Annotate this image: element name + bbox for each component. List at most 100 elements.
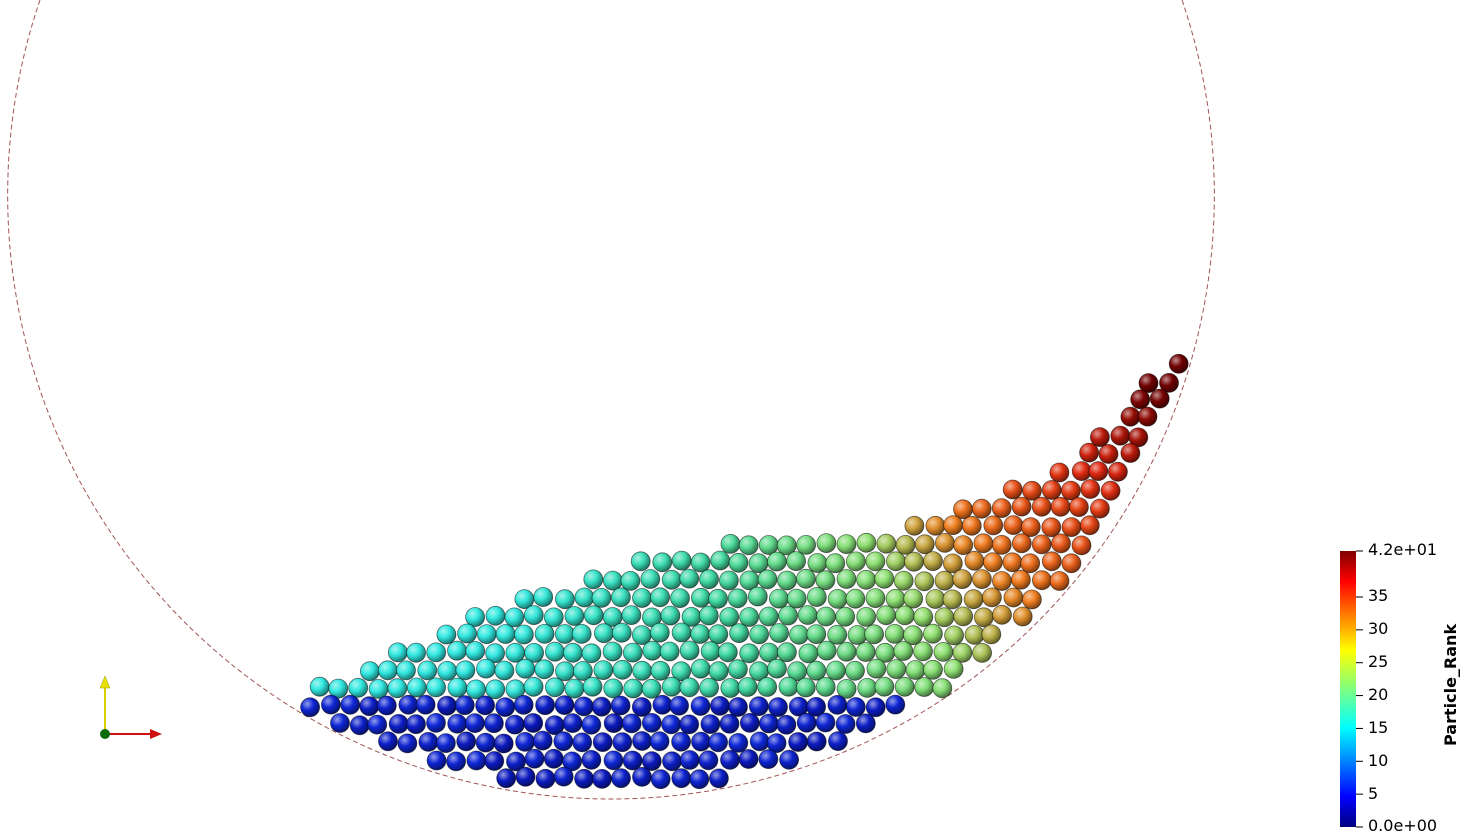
particle — [719, 607, 740, 627]
particle — [465, 641, 486, 661]
particle — [457, 623, 478, 644]
particle — [1002, 552, 1023, 573]
particle — [728, 552, 749, 573]
particle — [971, 498, 992, 519]
particle — [983, 515, 1004, 536]
particle — [739, 713, 760, 733]
particle — [652, 552, 673, 573]
drum-outline — [7, 0, 1215, 800]
particle — [485, 679, 506, 700]
particle — [535, 768, 556, 789]
particle — [720, 678, 741, 698]
particle — [1138, 373, 1159, 394]
particle — [914, 571, 935, 592]
particle — [759, 713, 779, 734]
particle — [632, 588, 652, 608]
particle — [496, 768, 517, 789]
particle — [622, 642, 643, 663]
particle — [972, 643, 992, 663]
particle — [495, 697, 516, 717]
particle — [856, 607, 877, 627]
particle — [691, 731, 711, 752]
particle — [447, 640, 467, 661]
particle — [758, 535, 779, 555]
particle — [768, 697, 788, 717]
particle — [885, 588, 906, 609]
particle — [1100, 480, 1121, 501]
particle — [555, 661, 575, 682]
particle — [554, 624, 575, 644]
particle — [727, 588, 748, 609]
particle — [340, 694, 361, 715]
color-bar[interactable]: 4.2e+01 0.0e+00 35 30 25 20 15 10 5 Part… — [1340, 540, 1460, 835]
particle — [798, 643, 819, 664]
particle — [523, 605, 544, 625]
color-bar-tick-label: 15 — [1368, 718, 1388, 737]
particle — [465, 607, 486, 627]
particle — [1098, 444, 1119, 464]
particle — [747, 586, 768, 607]
color-bar-tick-label: 35 — [1368, 586, 1388, 605]
particle — [631, 697, 652, 717]
particle — [359, 661, 380, 682]
particle — [815, 677, 836, 697]
particle — [836, 641, 857, 662]
particle — [1069, 497, 1089, 518]
particle — [786, 588, 807, 609]
particle — [554, 695, 575, 715]
particle — [534, 624, 555, 644]
particle — [376, 695, 397, 716]
particle — [418, 732, 439, 752]
particle — [934, 570, 955, 591]
particle — [594, 623, 614, 644]
particle — [670, 588, 690, 608]
particle — [652, 694, 673, 715]
particle — [1120, 406, 1141, 427]
orientation-axes — [99, 675, 162, 739]
particle — [806, 624, 827, 644]
particle — [738, 535, 759, 556]
particle — [621, 605, 642, 625]
particle — [485, 643, 506, 664]
particle — [885, 694, 906, 715]
particle — [562, 751, 582, 772]
particle — [816, 606, 836, 627]
particle — [690, 552, 711, 573]
particle — [447, 677, 468, 698]
particle — [728, 659, 748, 680]
particle — [807, 553, 828, 573]
particle — [778, 605, 798, 626]
particle — [513, 695, 534, 715]
particle — [816, 640, 837, 661]
particle — [923, 623, 943, 644]
particle — [564, 606, 585, 626]
particle — [533, 587, 554, 607]
particle — [728, 697, 748, 717]
particle — [769, 623, 789, 643]
particle — [1061, 517, 1082, 537]
particle — [553, 766, 574, 787]
particle — [555, 589, 575, 610]
particle — [739, 643, 760, 664]
particle — [961, 515, 982, 536]
particle — [895, 605, 915, 626]
particle — [836, 534, 857, 554]
particle — [388, 714, 409, 734]
particle — [776, 535, 797, 556]
particle — [592, 732, 613, 752]
particle — [447, 713, 468, 734]
particle — [406, 642, 427, 663]
particle — [495, 624, 516, 644]
particle — [698, 605, 719, 626]
particle — [649, 731, 670, 752]
particle — [367, 714, 388, 735]
particle — [835, 714, 856, 734]
particle — [484, 751, 505, 771]
particle — [387, 642, 408, 663]
particle — [300, 697, 321, 718]
particle — [1050, 496, 1071, 517]
particle — [769, 588, 789, 609]
particle — [330, 713, 350, 733]
particle — [1090, 427, 1110, 448]
